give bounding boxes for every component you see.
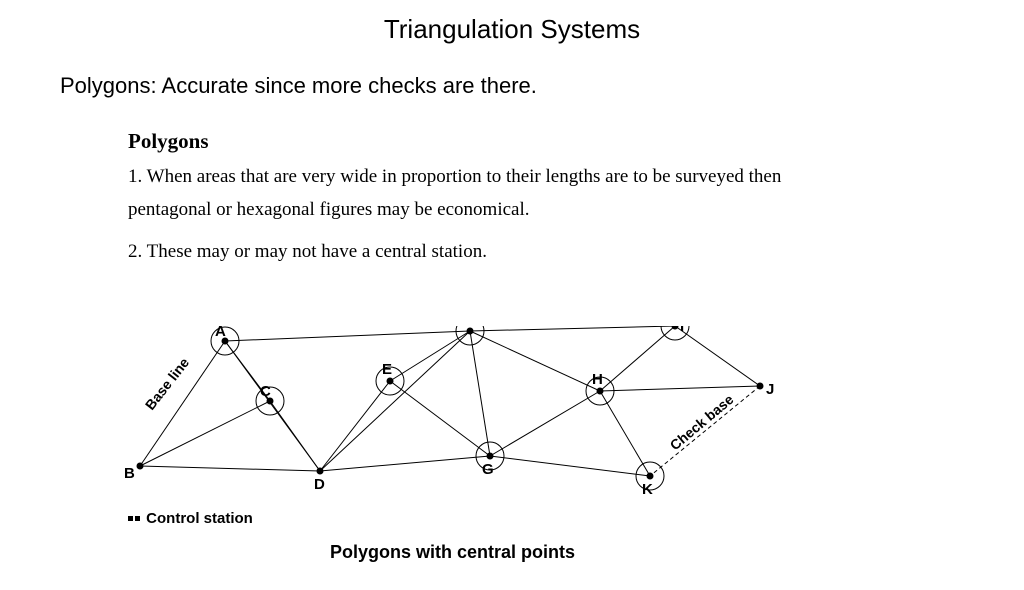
svg-text:G: G: [482, 461, 494, 478]
diagram-caption: Polygons with central points: [330, 542, 575, 563]
polygon-diagram: A B C D E F G H I J K Base line Check base: [120, 326, 820, 566]
svg-text:E: E: [382, 361, 392, 378]
svg-text:B: B: [124, 465, 135, 482]
svg-text:Check base: Check base: [667, 391, 737, 453]
svg-text:H: H: [592, 371, 603, 388]
paragraph-2: 2. These may or may not have a central s…: [128, 241, 1024, 263]
svg-text:A: A: [215, 326, 226, 340]
svg-text:F: F: [464, 326, 473, 330]
legend-dot-icon: [135, 516, 140, 521]
page-title: Triangulation Systems: [0, 14, 1024, 45]
legend-dot-icon: [128, 516, 133, 521]
legend-control-station: Control station: [128, 510, 253, 527]
svg-text:C: C: [260, 383, 271, 400]
subtitle: Polygons: Accurate since more checks are…: [60, 73, 1024, 99]
svg-text:D: D: [314, 476, 325, 493]
svg-text:I: I: [680, 326, 684, 335]
svg-text:J: J: [766, 381, 774, 398]
legend-text: Control station: [146, 510, 253, 527]
section-heading: Polygons: [128, 129, 1024, 154]
svg-text:K: K: [642, 481, 653, 498]
paragraph-1: 1. When areas that are very wide in prop…: [128, 160, 804, 227]
svg-text:Base line: Base line: [142, 354, 193, 412]
